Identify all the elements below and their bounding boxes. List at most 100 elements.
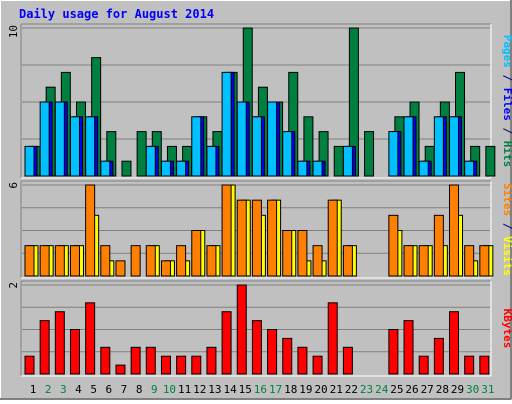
bar-sites-day-3 — [54, 245, 65, 277]
bar-pages-day-30 — [464, 160, 475, 177]
bar-sites-day-11 — [176, 245, 187, 277]
day-label: 16 — [254, 383, 267, 396]
day-label: 30 — [466, 383, 479, 396]
bar-sites-day-19 — [297, 230, 308, 277]
bar-pages-day-19 — [297, 160, 308, 177]
day-label: 2 — [45, 383, 52, 396]
day-label: 15 — [239, 383, 252, 396]
series-kbytes — [24, 284, 490, 375]
bar-kbytes-day-27 — [418, 355, 429, 375]
chart-title: Daily usage for August 2014 — [19, 7, 214, 21]
bar-kbytes-day-4 — [69, 329, 80, 375]
y-max-label: 10 — [7, 25, 20, 38]
day-label: 24 — [375, 383, 389, 396]
bar-kbytes-day-12 — [191, 355, 202, 375]
day-label: 22 — [345, 383, 358, 396]
axis-label-part: / — [501, 216, 512, 236]
day-label: 17 — [269, 383, 282, 396]
day-label: 8 — [136, 383, 143, 396]
bar-pages-day-25 — [388, 131, 399, 177]
bar-pages-day-5 — [85, 116, 96, 177]
bar-sites-day-31 — [479, 245, 490, 277]
bar-kbytes-day-17 — [267, 329, 278, 375]
bar-pages-day-16 — [251, 116, 262, 177]
bar-sites-day-22 — [342, 245, 353, 277]
axis-label-part: Files — [501, 88, 512, 121]
bar-kbytes-day-3 — [54, 311, 65, 375]
axis-label-hits_files_pages: Pages / Files / Hits — [501, 35, 512, 168]
bar-pages-day-3 — [54, 101, 65, 177]
series-sites — [24, 184, 490, 277]
bar-pages-day-4 — [69, 116, 80, 177]
bar-kbytes-day-18 — [282, 337, 293, 375]
bar-sites-day-14 — [221, 184, 232, 277]
bar-kbytes-day-14 — [221, 311, 232, 375]
bar-sites-day-27 — [418, 245, 429, 277]
day-label: 11 — [178, 383, 191, 396]
bar-pages-day-12 — [191, 116, 202, 177]
y-max-label: 2 — [7, 282, 20, 289]
bar-kbytes-day-29 — [449, 311, 460, 375]
bar-sites-day-25 — [388, 214, 399, 277]
bar-hits-day-23 — [364, 131, 375, 177]
day-label: 19 — [299, 383, 312, 396]
bar-pages-day-6 — [100, 160, 111, 177]
day-label: 27 — [421, 383, 434, 396]
bar-pages-day-29 — [449, 116, 460, 177]
bar-pages-day-14 — [221, 71, 232, 177]
bar-kbytes-day-26 — [403, 320, 414, 375]
y-max-label: 6 — [7, 182, 20, 189]
bar-pages-day-26 — [403, 116, 414, 177]
day-label: 25 — [390, 383, 403, 396]
axis-label-part: Sites — [501, 183, 512, 216]
bar-kbytes-day-11 — [176, 355, 187, 375]
bar-pages-day-22 — [342, 145, 353, 177]
day-label: 12 — [193, 383, 206, 396]
day-label: 9 — [151, 383, 158, 396]
bar-sites-day-26 — [403, 245, 414, 277]
bar-hits-day-8 — [136, 131, 147, 177]
bar-kbytes-day-21 — [327, 302, 338, 375]
axis-label-part: Visits — [501, 236, 512, 276]
day-label: 5 — [90, 383, 97, 396]
bar-pages-day-18 — [282, 131, 293, 177]
bar-sites-day-21 — [327, 199, 338, 277]
bar-kbytes-day-28 — [433, 337, 444, 375]
bar-sites-day-1 — [24, 245, 35, 277]
bar-pages-day-27 — [418, 160, 429, 177]
bar-sites-day-18 — [282, 230, 293, 277]
day-label: 10 — [163, 383, 176, 396]
day-label: 14 — [223, 383, 237, 396]
bar-pages-day-20 — [312, 160, 323, 177]
bar-pages-day-28 — [433, 116, 444, 177]
day-label: 1 — [30, 383, 37, 396]
day-label: 31 — [481, 383, 494, 396]
bar-kbytes-day-10 — [160, 355, 171, 375]
day-label: 20 — [314, 383, 327, 396]
bar-kbytes-day-5 — [85, 302, 96, 375]
bar-sites-day-4 — [69, 245, 80, 277]
bar-hits-day-31 — [485, 145, 496, 177]
bar-pages-day-15 — [236, 101, 247, 177]
day-labels: 1 2 3 4 5 6 7 8 9 10 11 12 13 14 15 16 17 18 19 20 21 22 23 24 2… — [30, 383, 495, 396]
panel-visits_sites: 6 Sites / Visits — [7, 180, 512, 279]
day-label: 26 — [405, 383, 418, 396]
series-pages — [24, 71, 475, 177]
bar-kbytes-day-19 — [297, 346, 308, 375]
bar-pages-day-1 — [24, 145, 35, 177]
day-label: 18 — [284, 383, 297, 396]
bar-pages-day-10 — [160, 160, 171, 177]
axis-label-part: / — [501, 68, 512, 88]
bar-sites-day-8 — [130, 245, 141, 277]
bar-sites-day-9 — [145, 245, 156, 277]
panel-kbytes: 2 KBytes — [7, 280, 512, 377]
bar-kbytes-day-2 — [39, 320, 50, 375]
bar-pages-day-9 — [145, 145, 156, 177]
axis-label-visits_sites: Sites / Visits — [501, 183, 512, 276]
axis-label-part: / — [501, 121, 512, 141]
panels-layer: 10 Pages / Files / Hits 6 Sites / Visits 2 KB… — [7, 23, 512, 377]
bar-kbytes-day-9 — [145, 346, 156, 375]
bar-hits-day-7 — [121, 160, 132, 177]
bar-pages-day-11 — [176, 160, 187, 177]
day-label: 7 — [121, 383, 128, 396]
